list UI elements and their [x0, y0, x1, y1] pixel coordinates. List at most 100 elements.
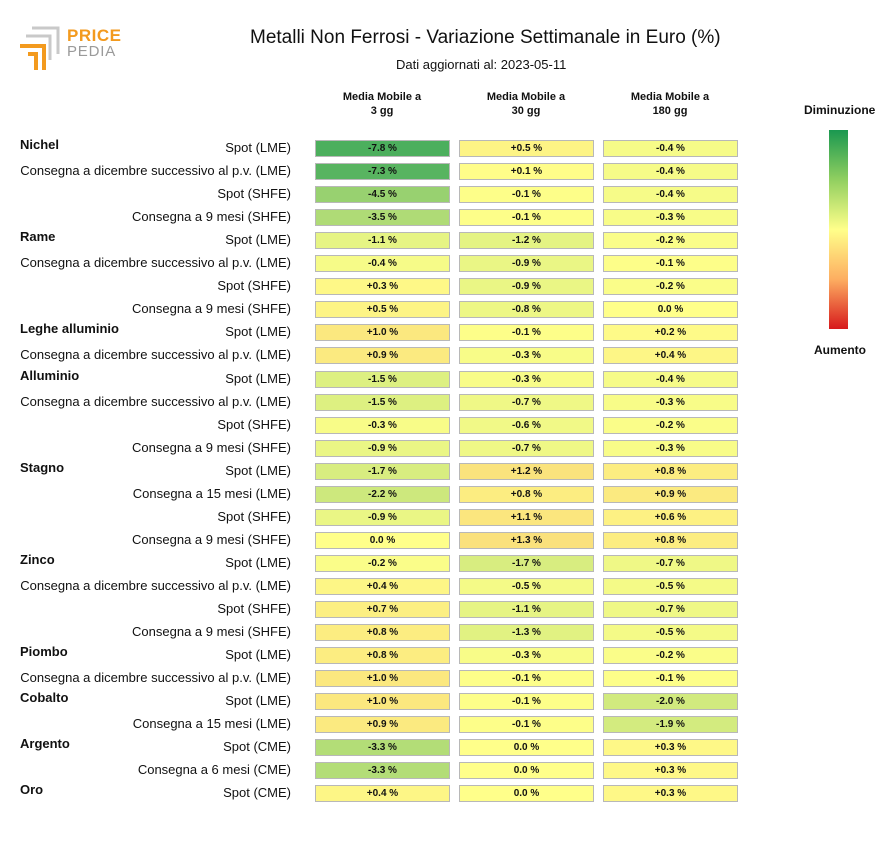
heatmap-cell: +1.2 %	[459, 463, 594, 480]
row-label: Consegna a dicembre successivo al p.v. (…	[20, 347, 291, 362]
row-label: Consegna a 9 mesi (SHFE)	[132, 532, 291, 547]
group-label: Nichel	[20, 137, 60, 152]
heatmap-cell: -0.1 %	[459, 716, 594, 733]
heatmap-cell: 0.0 %	[459, 739, 594, 756]
group-label: Piombo	[20, 644, 68, 659]
heatmap-cell: -0.3 %	[315, 417, 450, 434]
heatmap-cell: -0.2 %	[603, 647, 738, 664]
heatmap-cell: +1.0 %	[315, 670, 450, 687]
heatmap-cell: -0.2 %	[603, 278, 738, 295]
row-label: Spot (LME)	[225, 324, 291, 339]
heatmap-cell: -0.8 %	[459, 301, 594, 318]
heatmap-cell: -0.4 %	[603, 186, 738, 203]
heatmap-cell: -0.4 %	[603, 163, 738, 180]
column-header-line1: Media Mobile a	[486, 91, 566, 103]
row-label: Consegna a 9 mesi (SHFE)	[132, 440, 291, 455]
column-header-30gg: Media Mobile a 30 gg	[456, 90, 596, 118]
group-label: Stagno	[20, 460, 65, 475]
chart-title: Metalli Non Ferrosi - Variazione Settima…	[250, 27, 721, 48]
row-label: Spot (LME)	[225, 647, 291, 662]
heatmap-cell: +0.3 %	[315, 278, 450, 295]
heatmap-cell: +0.6 %	[603, 509, 738, 526]
row-label: Consegna a 15 mesi (LME)	[132, 716, 291, 731]
logo-mark-icon	[20, 26, 60, 70]
heatmap-cell: +0.4 %	[315, 785, 450, 802]
heatmap-cell: 0.0 %	[459, 785, 594, 802]
heatmap-cell: -1.5 %	[315, 371, 450, 388]
row-label: Spot (LME)	[225, 232, 291, 247]
heatmap-cell: +0.9 %	[315, 347, 450, 364]
column-header-line2: 3 gg	[370, 105, 394, 117]
heatmap-cell: -0.9 %	[315, 509, 450, 526]
group-label: Alluminio	[20, 368, 80, 383]
heatmap-cell: -0.9 %	[459, 255, 594, 272]
heatmap-cell: +0.8 %	[603, 463, 738, 480]
heatmap-cell: -3.3 %	[315, 762, 450, 779]
heatmap-cell: -1.9 %	[603, 716, 738, 733]
legend-top-label: Diminuzione	[804, 103, 876, 117]
heatmap-cell: -0.4 %	[603, 140, 738, 157]
row-label: Consegna a dicembre successivo al p.v. (…	[20, 255, 291, 270]
heatmap-cell: +0.8 %	[315, 647, 450, 664]
heatmap-cell: -1.1 %	[315, 232, 450, 249]
row-label: Spot (LME)	[225, 140, 291, 155]
heatmap-cell: +0.3 %	[603, 785, 738, 802]
heatmap-cell: -0.1 %	[603, 670, 738, 687]
column-header-180gg: Media Mobile a 180 gg	[600, 90, 740, 118]
heatmap-cell: -0.1 %	[459, 324, 594, 341]
heatmap-cell: -7.3 %	[315, 163, 450, 180]
logo-text-price: PRICE	[67, 26, 122, 45]
heatmap-cell: +0.8 %	[459, 486, 594, 503]
group-label: Oro	[20, 782, 44, 797]
heatmap-cell: +0.7 %	[315, 601, 450, 618]
heatmap-cell: -0.3 %	[459, 647, 594, 664]
row-label: Spot (SHFE)	[217, 417, 291, 432]
row-label: Spot (CME)	[223, 739, 291, 754]
heatmap-cell: +0.5 %	[315, 301, 450, 318]
group-label: Leghe alluminio	[20, 321, 119, 336]
heatmap-cell: +1.3 %	[459, 532, 594, 549]
row-label: Spot (CME)	[223, 785, 291, 800]
heatmap-cell: -0.5 %	[459, 578, 594, 595]
legend-color-scale	[829, 130, 848, 329]
row-label: Spot (SHFE)	[217, 186, 291, 201]
heatmap-cell: -0.9 %	[315, 440, 450, 457]
row-label: Consegna a 9 mesi (SHFE)	[132, 301, 291, 316]
pricepedia-logo: PRICE PEDIA	[18, 26, 128, 74]
row-label: Consegna a dicembre successivo al p.v. (…	[20, 394, 291, 409]
chart-subtitle: Dati aggiornati al: 2023-05-11	[396, 57, 567, 72]
heatmap-cell: +0.4 %	[315, 578, 450, 595]
heatmap-cell: +1.0 %	[315, 324, 450, 341]
heatmap-cell: -1.3 %	[459, 624, 594, 641]
heatmap-cell: +0.3 %	[603, 739, 738, 756]
heatmap-cell: -1.7 %	[315, 463, 450, 480]
row-label: Consegna a 9 mesi (SHFE)	[132, 209, 291, 224]
column-header-line1: Media Mobile a	[630, 91, 710, 103]
row-label: Spot (LME)	[225, 463, 291, 478]
column-header-line2: 30 gg	[511, 105, 541, 117]
heatmap-cell: -0.2 %	[603, 417, 738, 434]
row-label: Consegna a 9 mesi (SHFE)	[132, 624, 291, 639]
heatmap-cell: +0.4 %	[603, 347, 738, 364]
heatmap-cell: -2.2 %	[315, 486, 450, 503]
heatmap-cell: +0.3 %	[603, 762, 738, 779]
row-label: Spot (LME)	[225, 371, 291, 386]
heatmap-cell: -0.1 %	[459, 209, 594, 226]
heatmap-cell: +1.1 %	[459, 509, 594, 526]
heatmap-cell: 0.0 %	[315, 532, 450, 549]
heatmap-cell: -7.8 %	[315, 140, 450, 157]
heatmap-cell: -1.5 %	[315, 394, 450, 411]
heatmap-cell: -0.4 %	[315, 255, 450, 272]
row-label: Consegna a 6 mesi (CME)	[137, 762, 291, 777]
heatmap-cell: -0.6 %	[459, 417, 594, 434]
heatmap-cell: -0.3 %	[603, 394, 738, 411]
heatmap-cell: -0.7 %	[459, 440, 594, 457]
heatmap-cell: -0.5 %	[603, 578, 738, 595]
row-label: Consegna a dicembre successivo al p.v. (…	[20, 670, 291, 685]
column-header-3gg: Media Mobile a 3 gg	[312, 90, 452, 118]
heatmap-cell: +0.2 %	[603, 324, 738, 341]
heatmap-cell: -0.2 %	[603, 232, 738, 249]
column-header-line1: Media Mobile a	[342, 91, 422, 103]
heatmap-cell: -2.0 %	[603, 693, 738, 710]
heatmap-cell: +0.9 %	[315, 716, 450, 733]
